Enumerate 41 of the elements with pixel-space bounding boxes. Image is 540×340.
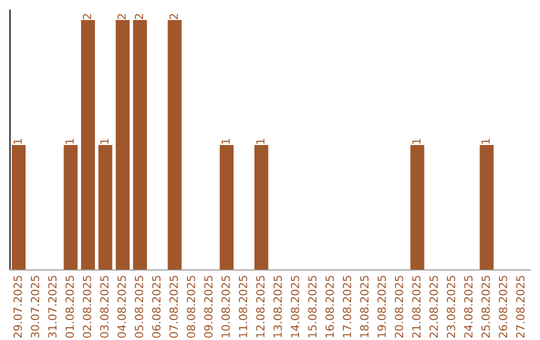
x-tick-label: 05.08.2025 [134,276,144,338]
x-tick-label: 26.08.2025 [498,276,508,338]
x-tick-label: 11.08.2025 [238,276,248,338]
data-label: 2 [82,14,92,20]
x-tick-label: 25.08.2025 [481,276,490,338]
data-label: 2 [169,14,178,20]
x-tick-label: 30.07.2025 [30,276,40,338]
x-tick-label: 10.08.2025 [221,276,230,338]
x-tick-label: 22.08.2025 [429,276,438,338]
x-tick-label: 16.08.2025 [325,276,334,338]
data-label: 1 [222,138,230,144]
x-tick-label: 07.08.2025 [169,276,178,338]
x-tick-label: 12.08.2025 [256,276,265,338]
x-tick-label: 27.08.2025 [516,276,525,338]
x-tick-label: 31.07.2025 [48,276,57,338]
x-tick-label: 01.08.2025 [65,276,74,338]
x-tick-label: 19.08.2025 [377,276,386,338]
data-label: 1 [66,138,74,144]
x-tick-label: 08.08.2025 [186,276,196,338]
x-tick-label: 09.08.2025 [204,276,213,338]
data-label: 1 [100,138,108,144]
data-label: 1 [412,138,420,144]
x-tick-label: 06.08.2025 [152,276,161,338]
x-tick-label: 29.07.2025 [13,276,22,338]
x-tick-label: 04.08.2025 [117,276,126,338]
data-label: 1 [256,138,264,144]
data-label: 2 [117,14,126,20]
x-tick-label: 13.08.2025 [273,276,282,338]
data-label: 1 [482,138,490,144]
x-tick-label: 03.08.2025 [100,276,109,338]
x-tick-label: 15.08.2025 [308,276,317,338]
x-tick-label: 20.08.2025 [394,276,404,338]
x-tick-label: 23.08.2025 [446,276,456,338]
x-tick-label: 17.08.2025 [342,276,352,338]
x-tick-label: 18.08.2025 [360,276,369,338]
data-label: 1 [14,138,22,144]
x-tick-label: 24.08.2025 [464,276,473,338]
x-tick-label: 14.08.2025 [290,276,300,338]
x-tick-label: 21.08.2025 [412,276,421,338]
data-label: 2 [134,14,144,20]
x-tick-label: 02.08.2025 [82,276,92,338]
